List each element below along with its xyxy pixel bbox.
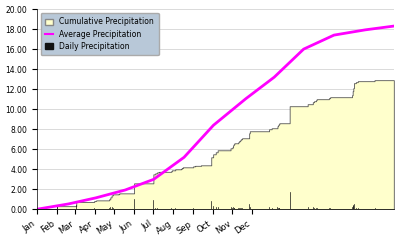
Average Precipitation (35, 208, 40, 211)
Average Precipitation (340, 32, 345, 35)
Average Precipitation (179, 158, 184, 161)
Average Precipitation (375, 27, 380, 30)
Average Precipitation (110, 192, 115, 195)
Legend: Cumulative Precipitation, Average Precipitation, Daily Precipitation: Cumulative Precipitation, Average Precip… (41, 13, 158, 55)
Line: Average Precipitation: Average Precipitation (37, 26, 394, 209)
Average Precipitation (177, 159, 182, 162)
Average Precipitation (392, 25, 396, 28)
Average Precipitation (133, 185, 138, 188)
